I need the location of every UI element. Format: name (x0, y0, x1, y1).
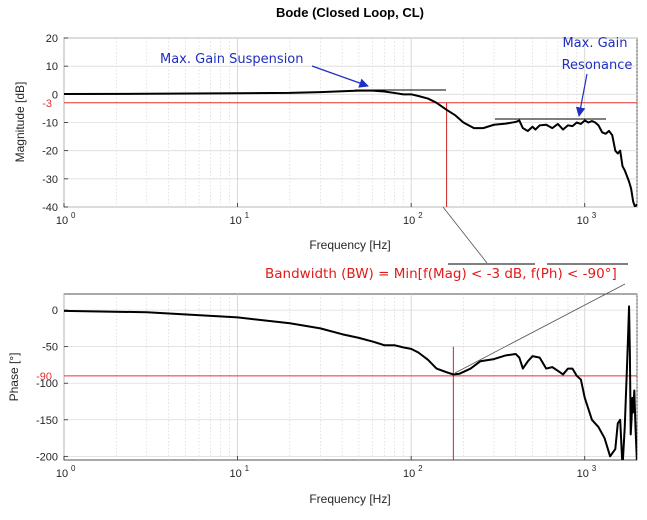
phase-xtick-label: 10 (403, 468, 415, 480)
phase-reference-label: -90 (36, 371, 52, 383)
phase-ylabel: Phase [°] (7, 353, 21, 402)
magnitude-series-line (64, 89, 637, 207)
phase-axes-box (63, 293, 638, 461)
phase-xtick-exponent: 0 (71, 464, 76, 473)
annotation-max-gain-suspension: Max. Gain Suspension (160, 52, 304, 67)
phase-ytick-label: 0 (52, 305, 58, 317)
phase-ytick-label: -50 (42, 342, 58, 354)
phase-reference-line: -90 (36, 346, 637, 460)
phase-xtick-label: 10 (577, 468, 589, 480)
magnitude-ytick-label: 0 (52, 89, 58, 101)
bandwidth-leader-mag (442, 206, 488, 264)
magnitude-reference-label: -3 (42, 98, 52, 110)
phase-ytick-label: -200 (36, 451, 58, 463)
magnitude-xtick-exponent: 0 (71, 211, 76, 220)
annotation-max-gain-label: Max. Gain (562, 36, 627, 51)
magnitude-curve-group (64, 89, 637, 207)
phase-xtick-label: 10 (229, 468, 241, 480)
magnitude-xlabel: Frequency [Hz] (309, 238, 390, 252)
magnitude-xtick-label: 10 (403, 215, 415, 227)
bandwidth-label: Bandwidth (BW) = Min[f(Mag) < -3 dB, f(P… (265, 266, 617, 282)
annotation-arrow-resonance (575, 73, 588, 117)
annotation-arrow-suspension (311, 65, 369, 88)
magnitude-xtick-label: 10 (229, 215, 241, 227)
bandwidth-leader-phase (454, 283, 626, 374)
magnitude-xtick-exponent: 1 (245, 211, 250, 220)
magnitude-xtick-exponent: 3 (592, 211, 597, 220)
magnitude-xtick-label: 10 (577, 215, 589, 227)
bandwidth-annotation: Bandwidth (BW) = Min[f(Mag) < -3 dB, f(P… (265, 206, 628, 374)
figure-title: Bode (Closed Loop, CL) (276, 5, 424, 20)
phase-xtick-label: 10 (56, 468, 68, 480)
phase-ytick-label: -150 (36, 415, 58, 427)
magnitude-ytick-label: -30 (42, 174, 58, 186)
phase-xtick-exponent: 1 (245, 464, 250, 473)
magnitude-ytick-label: -10 (42, 118, 58, 130)
phase-xtick-exponent: 3 (592, 464, 597, 473)
phase-ytick-label: -100 (36, 378, 58, 390)
magnitude-ytick-label: 20 (46, 33, 58, 45)
magnitude-ytick-label: 10 (46, 61, 58, 73)
annotation-resonance-label: Resonance (562, 58, 633, 73)
phase-xtick-exponent: 2 (418, 464, 423, 473)
magnitude-ytick-label: -40 (42, 202, 58, 214)
magnitude-ylabel: Magnitude [dB] (13, 82, 27, 163)
phase-xlabel: Frequency [Hz] (309, 492, 390, 506)
magnitude-xtick-exponent: 2 (418, 211, 423, 220)
magnitude-ytick-label: -20 (42, 146, 58, 158)
magnitude-xtick-label: 10 (56, 215, 68, 227)
magnitude-reference-line: -3 (42, 98, 637, 207)
phase-grid (63, 294, 638, 460)
phase-curve-group (64, 305, 637, 460)
phase-series-line (64, 305, 637, 460)
